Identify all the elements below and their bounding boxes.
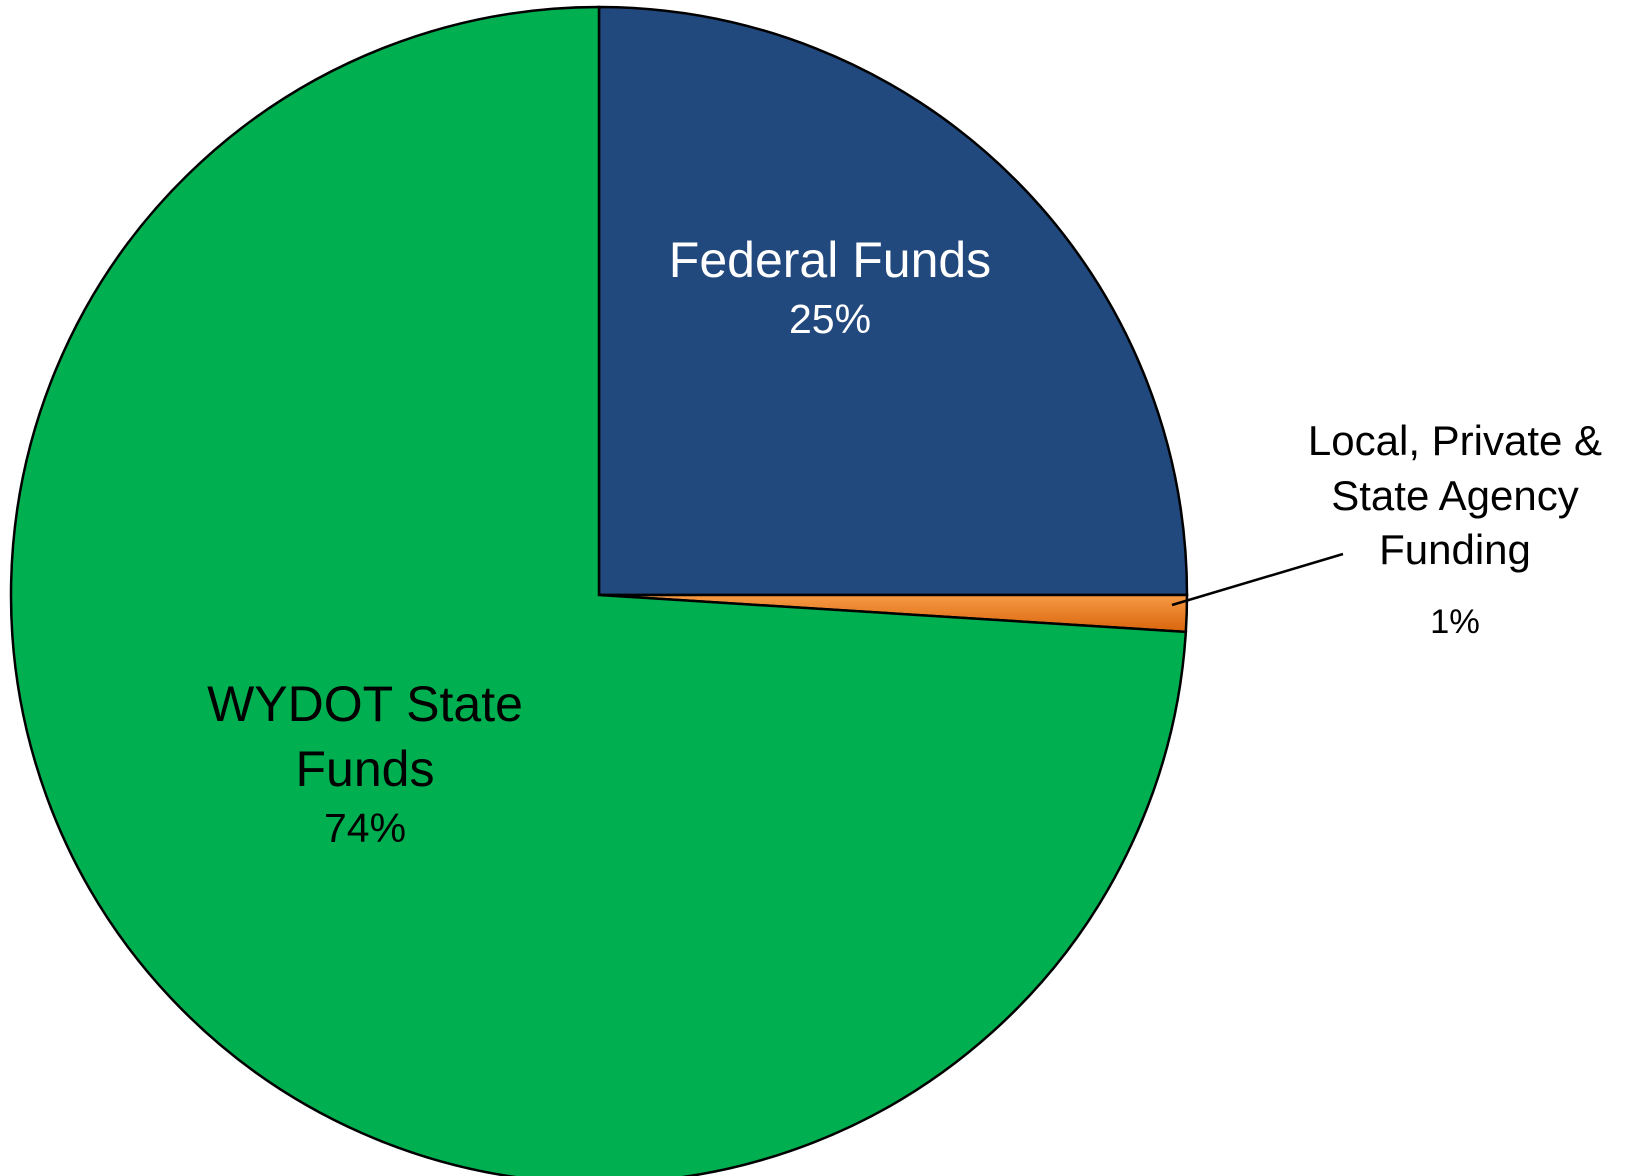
pie-slice: [9, 5, 1188, 1176]
leader-line: [1171, 552, 1344, 607]
category-name: Local, Private & State Agency Funding: [1307, 417, 1603, 574]
value-label: 1%: [1430, 602, 1480, 641]
slice-label: Federal Funds 25%: [605, 228, 1055, 346]
pie-slice: [597, 5, 1189, 597]
category-name: Federal Funds: [668, 232, 992, 288]
value-label: 74%: [323, 805, 407, 851]
category-name: WYDOT State Funds: [207, 676, 523, 797]
slice-label: WYDOT State Funds 74%: [160, 672, 570, 855]
value-label: 25%: [788, 296, 872, 342]
slice-label: Local, Private & State Agency Funding 1%: [1255, 414, 1648, 645]
